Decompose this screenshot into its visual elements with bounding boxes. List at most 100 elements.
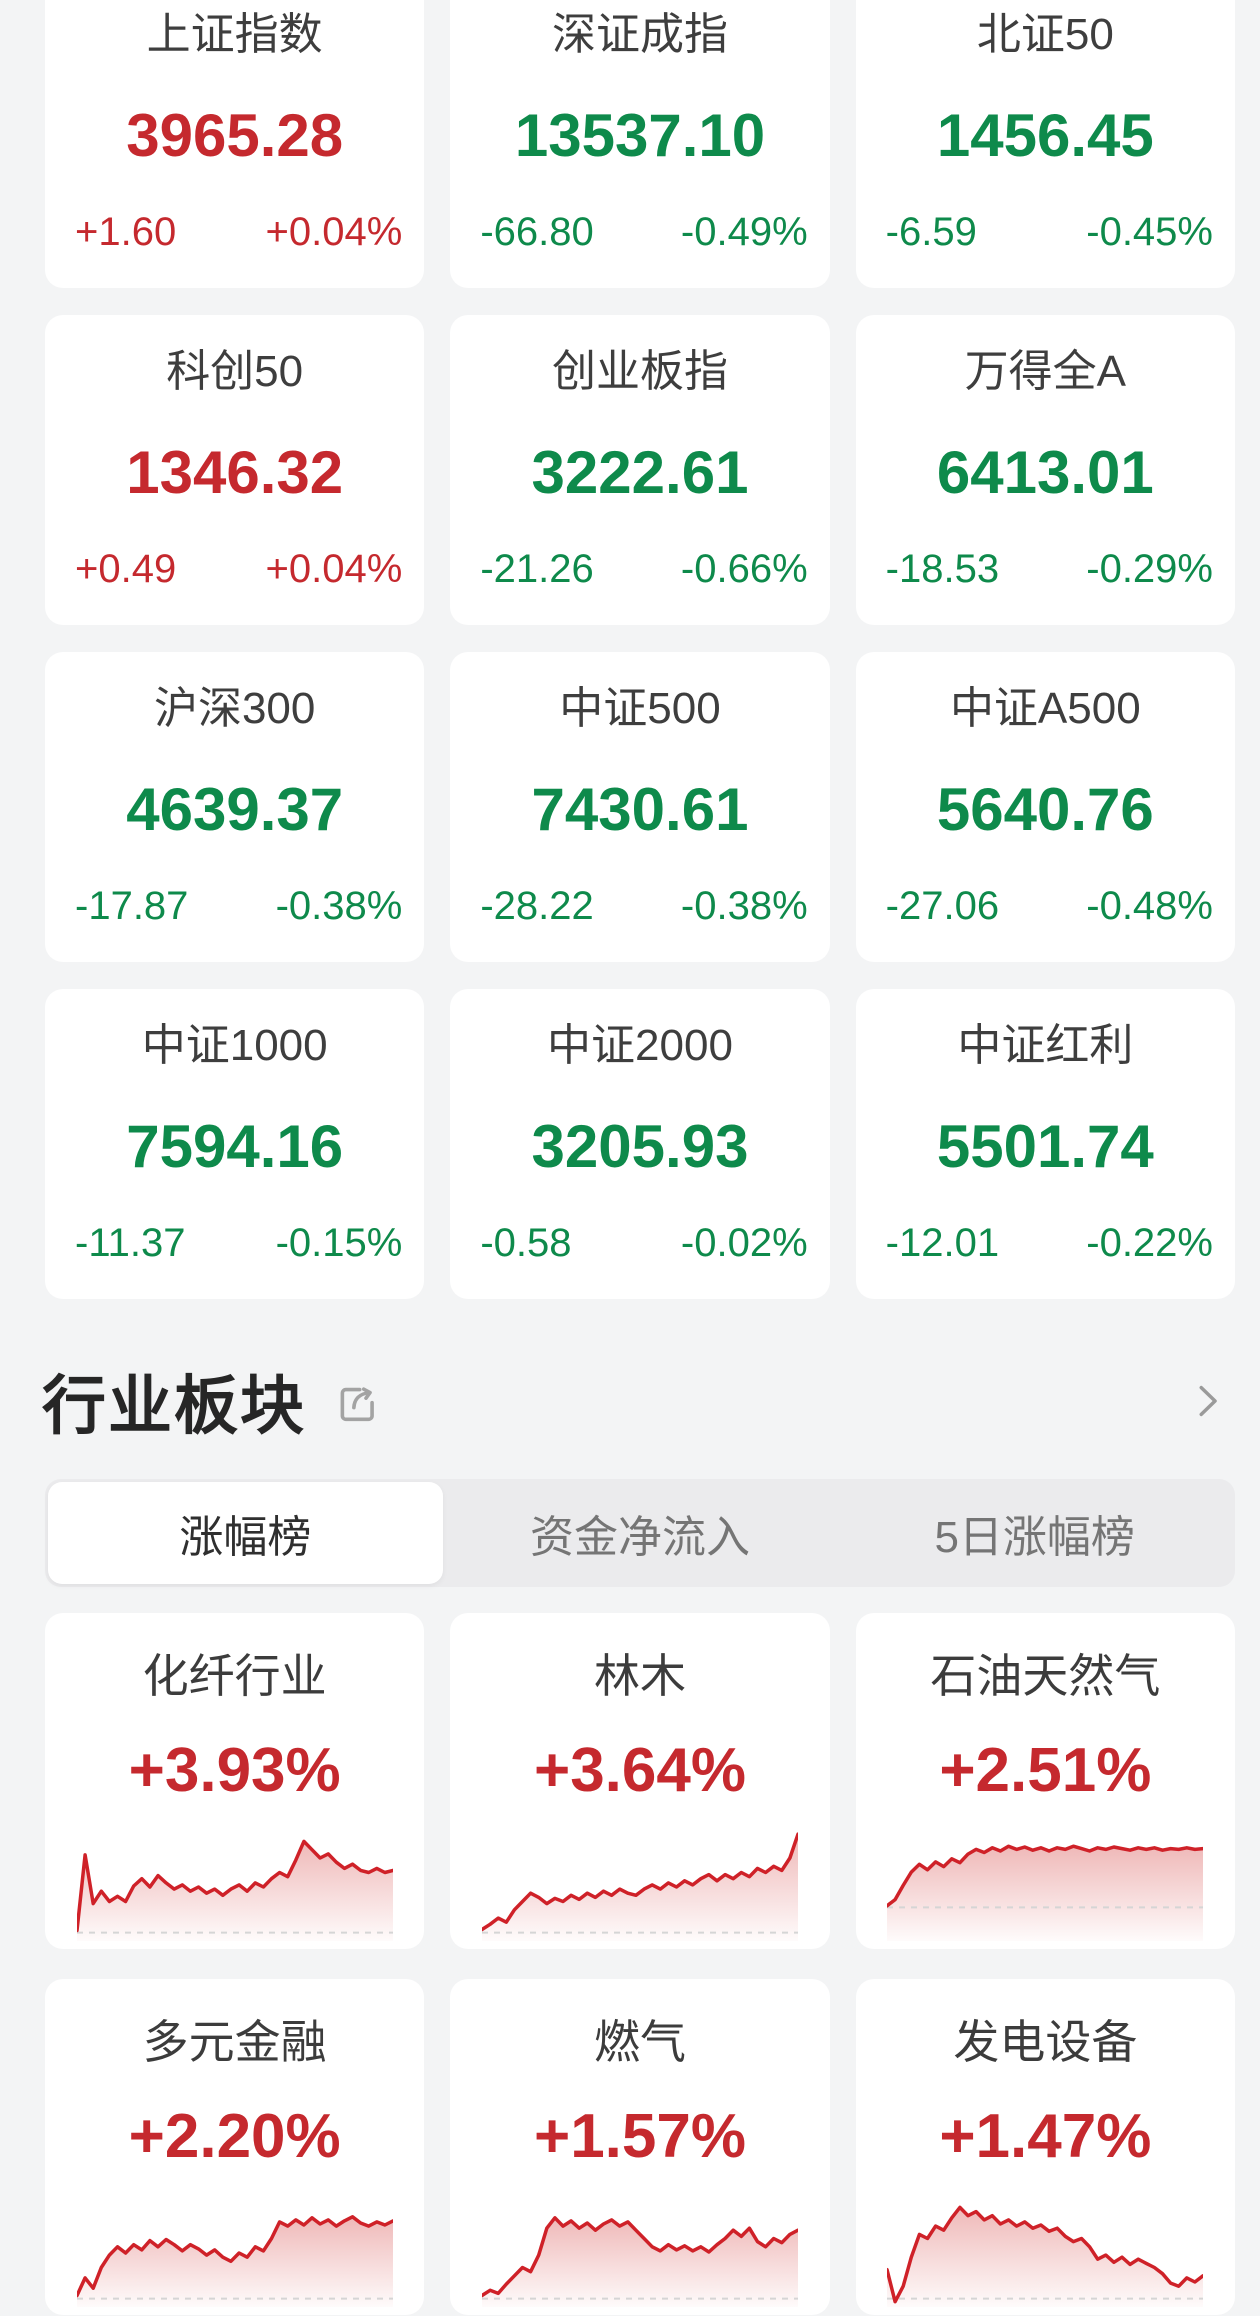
index-change-pct: -0.38% bbox=[275, 884, 403, 928]
index-change: +1.60 bbox=[75, 210, 177, 254]
index-change-row: -27.06 -0.48% bbox=[856, 886, 1235, 932]
sector-name: 林木 bbox=[593, 1650, 686, 1702]
index-card[interactable]: 创业板指 3222.61 -21.26 -0.66% bbox=[450, 315, 830, 625]
sector-tab-bar: 涨幅榜 资金净流入 5日涨幅榜 bbox=[45, 1479, 1235, 1587]
sector-change-pct: +3.93% bbox=[128, 1735, 341, 1805]
index-change-pct: -0.02% bbox=[680, 1221, 808, 1265]
index-value: 5640.76 bbox=[936, 776, 1154, 844]
index-change: -21.26 bbox=[480, 547, 594, 591]
sector-change-pct: +3.64% bbox=[533, 1735, 746, 1805]
index-card[interactable]: 深证成指 13537.10 -66.80 -0.49% bbox=[450, 0, 830, 288]
sector-card[interactable]: 燃气 +1.57% bbox=[450, 1979, 830, 2315]
index-value: 3205.93 bbox=[531, 1113, 749, 1181]
index-change: +0.49 bbox=[75, 547, 177, 591]
sector-sparkline-chart bbox=[887, 1821, 1204, 1943]
sector-sparkline-chart bbox=[76, 1821, 393, 1943]
index-change-row: -0.58 -0.02% bbox=[450, 1223, 829, 1269]
index-change-pct: -0.29% bbox=[1086, 547, 1213, 591]
sector-sparkline-chart bbox=[481, 1821, 798, 1943]
index-card[interactable]: 中证2000 3205.93 -0.58 -0.02% bbox=[450, 989, 830, 1299]
index-change-pct: -0.45% bbox=[1086, 210, 1213, 254]
sector-sparkline-chart bbox=[76, 2187, 393, 2309]
index-card[interactable]: 万得全A 6413.01 -18.53 -0.29% bbox=[855, 315, 1235, 625]
index-name: 深证成指 bbox=[551, 10, 728, 59]
tab-gainers[interactable]: 涨幅榜 bbox=[48, 1482, 443, 1584]
index-change-pct: -0.48% bbox=[1086, 884, 1213, 928]
index-change: -18.53 bbox=[885, 547, 1000, 591]
index-change-pct: -0.49% bbox=[680, 210, 808, 254]
index-change-row: -66.80 -0.49% bbox=[450, 212, 829, 258]
sector-change-pct: +2.51% bbox=[939, 1735, 1152, 1805]
share-icon[interactable] bbox=[330, 1377, 384, 1431]
index-change-row: -21.26 -0.66% bbox=[450, 549, 829, 595]
index-name: 中证500 bbox=[559, 684, 721, 733]
index-card[interactable]: 上证指数 3965.28 +1.60 +0.04% bbox=[45, 0, 425, 288]
index-change-row: -28.22 -0.38% bbox=[450, 886, 829, 932]
tab-5day-gainers[interactable]: 5日涨幅榜 bbox=[934, 1513, 1135, 1562]
sector-card[interactable]: 石油天然气 +2.51% bbox=[855, 1613, 1235, 1949]
index-name: 创业板指 bbox=[551, 347, 728, 396]
index-change-row: -12.01 -0.22% bbox=[856, 1223, 1235, 1269]
index-change: -11.37 bbox=[75, 1221, 186, 1265]
index-value: 5501.74 bbox=[936, 1113, 1154, 1181]
index-name: 北证50 bbox=[976, 10, 1114, 59]
index-change: -6.59 bbox=[885, 210, 977, 254]
index-value: 7594.16 bbox=[126, 1113, 344, 1181]
sector-change-pct: +1.57% bbox=[533, 2101, 746, 2171]
index-value: 1346.32 bbox=[126, 439, 344, 507]
index-card[interactable]: 北证50 1456.45 -6.59 -0.45% bbox=[855, 0, 1235, 288]
index-name: 中证2000 bbox=[547, 1021, 733, 1070]
index-change-pct: -0.22% bbox=[1086, 1221, 1213, 1265]
index-card[interactable]: 科创50 1346.32 +0.49 +0.04% bbox=[45, 315, 425, 625]
index-name: 万得全A bbox=[964, 347, 1126, 396]
sector-change-pct: +1.47% bbox=[939, 2101, 1152, 2171]
index-name: 中证A500 bbox=[949, 684, 1141, 733]
index-value: 7430.61 bbox=[531, 776, 749, 844]
index-value: 13537.10 bbox=[514, 102, 766, 170]
sector-sparkline-chart bbox=[481, 2187, 798, 2309]
index-change: -27.06 bbox=[885, 884, 1000, 928]
index-change: -0.58 bbox=[480, 1221, 572, 1265]
index-name: 科创50 bbox=[166, 347, 304, 396]
index-value: 3222.61 bbox=[531, 439, 749, 507]
index-change: -28.22 bbox=[480, 884, 594, 928]
index-change-row: -18.53 -0.29% bbox=[856, 549, 1235, 595]
sector-change-pct: +2.20% bbox=[128, 2101, 341, 2171]
index-change-pct: -0.15% bbox=[275, 1221, 403, 1265]
index-change-pct: -0.66% bbox=[680, 547, 808, 591]
index-name: 中证红利 bbox=[957, 1021, 1134, 1070]
index-change-row: -6.59 -0.45% bbox=[856, 212, 1235, 258]
index-card[interactable]: 中证500 7430.61 -28.22 -0.38% bbox=[450, 652, 830, 962]
sector-card[interactable]: 多元金融 +2.20% bbox=[45, 1979, 425, 2315]
index-change-row: +0.49 +0.04% bbox=[45, 549, 424, 595]
index-change: -17.87 bbox=[75, 884, 189, 928]
index-value: 1456.45 bbox=[936, 102, 1154, 170]
chevron-right-icon[interactable] bbox=[1184, 1378, 1230, 1424]
index-change: -66.80 bbox=[480, 210, 594, 254]
sector-card[interactable]: 林木 +3.64% bbox=[450, 1613, 830, 1949]
index-change-row: -17.87 -0.38% bbox=[45, 886, 424, 932]
sector-name: 石油天然气 bbox=[930, 1650, 1161, 1702]
tab-net-inflow[interactable]: 资金净流入 bbox=[530, 1513, 750, 1562]
index-name: 中证1000 bbox=[141, 1021, 328, 1070]
index-value: 6413.01 bbox=[936, 439, 1154, 507]
sector-name: 发电设备 bbox=[953, 2016, 1138, 2068]
index-card[interactable]: 中证1000 7594.16 -11.37 -0.15% bbox=[45, 989, 425, 1299]
index-grid: 上证指数 3965.28 +1.60 +0.04% 深证成指 13537.10 … bbox=[45, 0, 1235, 1299]
sector-card[interactable]: 化纤行业 +3.93% bbox=[45, 1613, 425, 1949]
index-value: 3965.28 bbox=[126, 102, 344, 170]
index-value: 4639.37 bbox=[126, 776, 344, 844]
index-card[interactable]: 中证A500 5640.76 -27.06 -0.48% bbox=[855, 652, 1235, 962]
index-change-row: -11.37 -0.15% bbox=[45, 1223, 424, 1269]
index-card[interactable]: 中证红利 5501.74 -12.01 -0.22% bbox=[855, 989, 1235, 1299]
index-name: 上证指数 bbox=[146, 10, 323, 59]
sector-name: 化纤行业 bbox=[142, 1650, 327, 1702]
sector-card[interactable]: 发电设备 +1.47% bbox=[855, 1979, 1235, 2315]
sector-name: 燃气 bbox=[593, 2016, 686, 2068]
section-title: 行业板块 bbox=[42, 1370, 306, 1442]
index-name: 沪深300 bbox=[153, 684, 316, 733]
sector-grid: 化纤行业 +3.93% 林木 +3.64% 石油天然气 +2.51% 多元金融 … bbox=[45, 1613, 1235, 2315]
sector-section-header: 行业板块 bbox=[42, 1355, 1230, 1447]
index-card[interactable]: 沪深300 4639.37 -17.87 -0.38% bbox=[45, 652, 425, 962]
